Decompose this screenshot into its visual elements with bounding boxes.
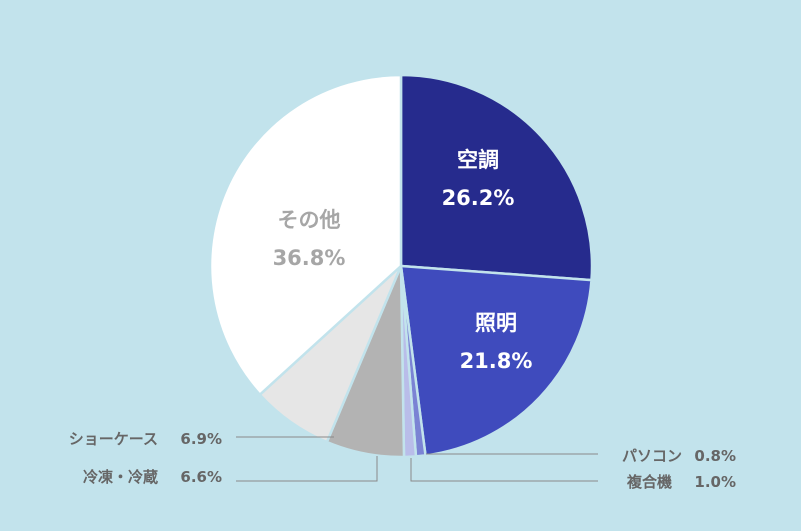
- slice-3-value-label: 0.8%: [694, 447, 736, 465]
- slice-1-value-label: 26.2%: [442, 186, 515, 210]
- slice-4-label: 複合機: [626, 473, 672, 491]
- slice-2-label: 照明: [475, 311, 517, 335]
- slice-2-value-label: 21.8%: [460, 349, 533, 373]
- slice-5-label: 冷凍・冷蔵: [83, 468, 158, 486]
- slice-6-label: ショーケース: [69, 430, 158, 448]
- slice-2-wedge: [399, 264, 593, 457]
- slice-7-wedge: [208, 73, 403, 396]
- slice-7-value-label: 36.8%: [273, 246, 346, 270]
- slice-1-label: 空調: [457, 148, 499, 172]
- slice-5-leader-line: [236, 456, 378, 482]
- slice-4-value-label: 1.0%: [694, 473, 736, 491]
- slice-4-leader-line: [410, 458, 598, 482]
- slice-3-label: パソコン: [622, 447, 682, 465]
- slice-7-label: その他: [278, 208, 341, 232]
- slice-5-value-label: 6.6%: [180, 468, 222, 486]
- slice-1-wedge: [399, 73, 594, 282]
- slice-6-value-label: 6.9%: [180, 430, 222, 448]
